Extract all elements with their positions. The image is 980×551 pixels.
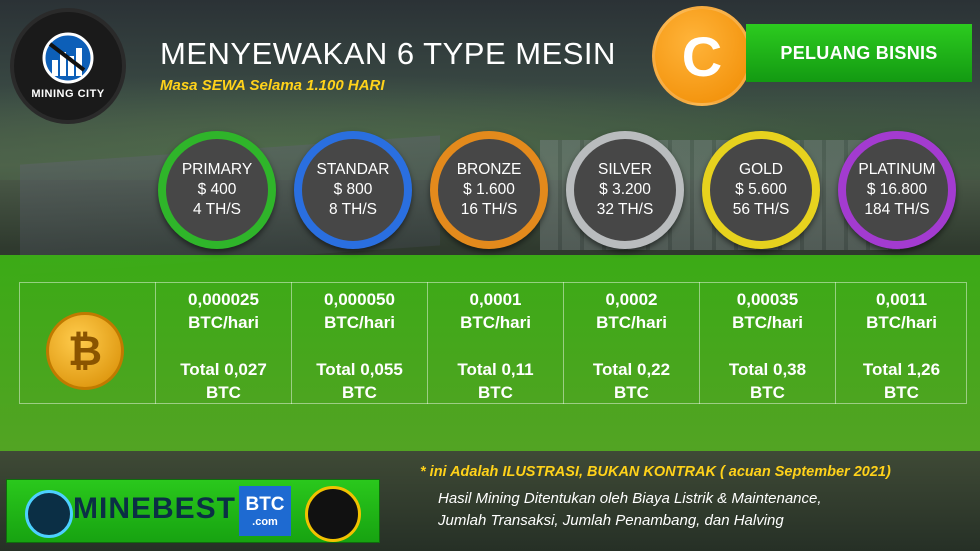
- machine-price: $ 16.800: [866, 181, 928, 198]
- machine-price: $ 1.600: [463, 181, 515, 198]
- machine-name: PRIMARY: [181, 161, 253, 178]
- mining-city-logo: MINING CITY: [14, 12, 122, 120]
- machine-hashrate: 4 TH/S: [193, 201, 241, 218]
- machine-price: $ 3.200: [599, 181, 651, 198]
- machine-hashrate: 32 TH/S: [596, 201, 654, 218]
- daily-earnings: 0,000050 BTC/hari: [324, 290, 395, 332]
- machine-price: $ 800: [333, 181, 373, 198]
- green-band: [0, 255, 980, 451]
- machine-hashrate: 8 TH/S: [329, 201, 377, 218]
- machine-gold: GOLD $ 5.600 56 TH/S: [702, 131, 820, 249]
- total-earnings: Total 0,027 BTC: [180, 360, 267, 402]
- total-earnings: Total 0,11 BTC: [457, 360, 534, 402]
- c-badge: C: [652, 6, 752, 106]
- mining-note: Hasil Mining Ditentukan oleh Biaya Listr…: [438, 488, 822, 532]
- btc-com-logo: BTC .com: [239, 486, 291, 536]
- total-earnings: Total 0,22 BTC: [592, 360, 671, 402]
- earnings-col-standar: 0,000050 BTC/hari Total 0,055 BTC: [291, 282, 427, 404]
- machine-name: PLATINUM: [858, 161, 936, 178]
- earnings-col-primary: 0,000025 BTC/hari Total 0,027 BTC: [155, 282, 291, 404]
- total-earnings: Total 1,26 BTC: [862, 360, 941, 402]
- daily-earnings: 0,0011 BTC/hari: [866, 290, 937, 332]
- machine-name: STANDAR: [316, 161, 390, 178]
- machine-price: $ 400: [197, 181, 237, 198]
- machine-name: BRONZE: [456, 161, 522, 178]
- disclaimer: * ini Adalah ILUSTRASI, BUKAN KONTRAK ( …: [420, 464, 891, 480]
- peluang-bisnis-button[interactable]: PELUANG BISNIS: [746, 24, 972, 82]
- earnings-col-gold: 0,00035 BTC/hari Total 0,38 BTC: [699, 282, 835, 404]
- page-title: MENYEWAKAN 6 TYPE MESIN: [160, 36, 616, 71]
- machine-name: SILVER: [598, 161, 652, 178]
- machine-silver: SILVER $ 3.200 32 TH/S: [566, 131, 684, 249]
- daily-earnings: 0,00035 BTC/hari: [732, 290, 803, 332]
- machine-hashrate: 184 TH/S: [864, 201, 930, 218]
- mining-note-line2: Jumlah Transaksi, Jumlah Penambang, dan …: [438, 512, 784, 529]
- machine-hashrate: 16 TH/S: [460, 201, 518, 218]
- earnings-col-bronze: 0,0001 BTC/hari Total 0,11 BTC: [427, 282, 563, 404]
- btc-com-top: BTC: [245, 494, 285, 515]
- daily-earnings: 0,0002 BTC/hari: [596, 290, 667, 332]
- earnings-table: [19, 282, 967, 404]
- logo-text: MINING CITY: [31, 88, 105, 100]
- machine-platinum: PLATINUM $ 16.800 184 TH/S: [838, 131, 956, 249]
- bitcoin-icon: ₿: [46, 312, 124, 390]
- page-subtitle: Masa SEWA Selama 1.100 HARI: [160, 77, 385, 94]
- earnings-col-platinum: 0,0011 BTC/hari Total 1,26 BTC: [835, 282, 967, 404]
- total-earnings: Total 0,38 BTC: [728, 360, 807, 402]
- machine-price: $ 5.600: [735, 181, 787, 198]
- minebest-logo: MINEBEST: [73, 492, 237, 525]
- machine-name: GOLD: [739, 161, 783, 178]
- total-earnings: Total 0,055 BTC: [316, 360, 403, 402]
- machine-hashrate: 56 TH/S: [732, 201, 790, 218]
- minebest-icon: [25, 490, 73, 538]
- btc-com-bottom: .com: [252, 516, 278, 528]
- machine-primary: PRIMARY $ 400 4 TH/S: [158, 131, 276, 249]
- machine-bronze: BRONZE $ 1.600 16 TH/S: [430, 131, 548, 249]
- partner-logos: MINEBEST BTC .com: [6, 479, 380, 543]
- earnings-col-silver: 0,0002 BTC/hari Total 0,22 BTC: [563, 282, 699, 404]
- daily-earnings: 0,000025 BTC/hari: [188, 290, 259, 332]
- mining-note-line1: Hasil Mining Ditentukan oleh Biaya Listr…: [438, 490, 822, 507]
- machine-standar: STANDAR $ 800 8 TH/S: [294, 131, 412, 249]
- gold-partner-icon: [305, 486, 361, 542]
- mining-city-icon: [42, 32, 94, 84]
- daily-earnings: 0,0001 BTC/hari: [460, 290, 531, 332]
